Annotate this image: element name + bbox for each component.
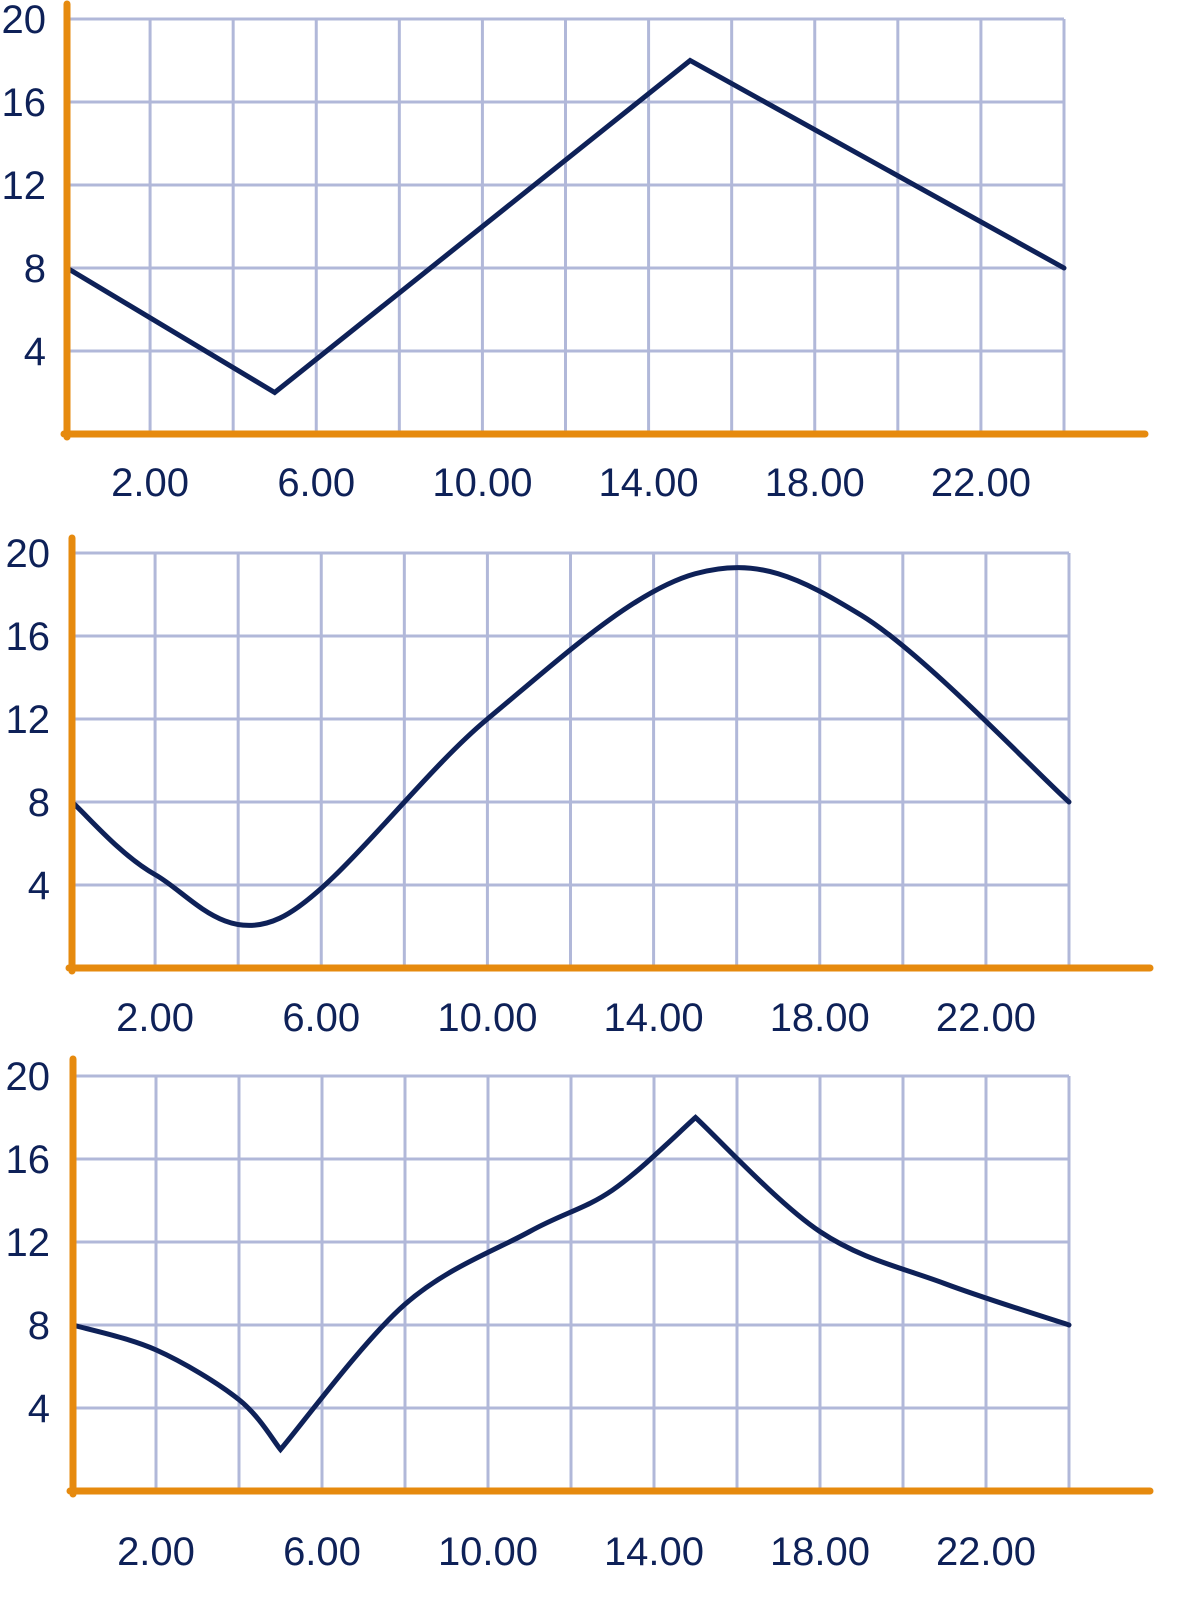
x-tick-label: 2.00: [111, 461, 189, 505]
y-tick-label: 16: [2, 81, 47, 125]
x-tick-label: 18.00: [770, 1530, 870, 1574]
x-tick-label: 22.00: [936, 996, 1036, 1040]
y-tick-label: 8: [24, 247, 46, 291]
y-tick-label: 12: [2, 164, 47, 208]
x-tick-label: 2.00: [117, 1530, 195, 1574]
x-tick-label: 2.00: [116, 996, 194, 1040]
x-tick-label: 14.00: [599, 461, 699, 505]
y-tick-label: 8: [28, 1304, 50, 1348]
series-line-1: [64, 57, 1067, 396]
chart-panel-1: 4 8 12 16 20 2.00 6.00 10.00 14.00 18.00 22.00: [2, 0, 1149, 505]
x-tick-label: 6.00: [283, 1530, 361, 1574]
x-tick-label: 18.00: [770, 996, 870, 1040]
x-tick-label: 6.00: [282, 996, 360, 1040]
y-tick-label: 20: [2, 0, 47, 42]
x-tick-label: 10.00: [432, 461, 532, 505]
x-tick-label: 14.00: [604, 1530, 704, 1574]
x-tick-label: 10.00: [438, 1530, 538, 1574]
y-tick-label: 12: [6, 1221, 51, 1265]
x-tick-label: 10.00: [437, 996, 537, 1040]
chart-panel-2: 4 8 12 16 20 2.00 6.00 10.00 14.00 18.00 22.00: [6, 532, 1154, 1040]
x-tick-label: 22.00: [931, 461, 1031, 505]
x-tick-label: 6.00: [277, 461, 355, 505]
series-line-1: [69, 565, 1072, 928]
y-tick-label: 8: [28, 781, 50, 825]
y-tick-label: 4: [28, 864, 50, 908]
y-tick-label: 20: [6, 1055, 51, 1099]
y-tick-label: 4: [28, 1387, 50, 1431]
x-tick-label: 18.00: [765, 461, 865, 505]
y-tick-label: 12: [6, 698, 51, 742]
y-tick-label: 16: [6, 615, 51, 659]
chart-panel-3: 4 8 12 16 20 2.00 6.00 10.00 14.00 18.00 22.00: [6, 1055, 1154, 1574]
y-tick-label: 20: [6, 532, 51, 576]
y-tick-label: 4: [24, 330, 46, 374]
y-tick-label: 16: [6, 1138, 51, 1182]
series-line-1: [70, 1114, 1072, 1454]
x-tick-label: 14.00: [604, 996, 704, 1040]
x-tick-label: 22.00: [936, 1530, 1036, 1574]
